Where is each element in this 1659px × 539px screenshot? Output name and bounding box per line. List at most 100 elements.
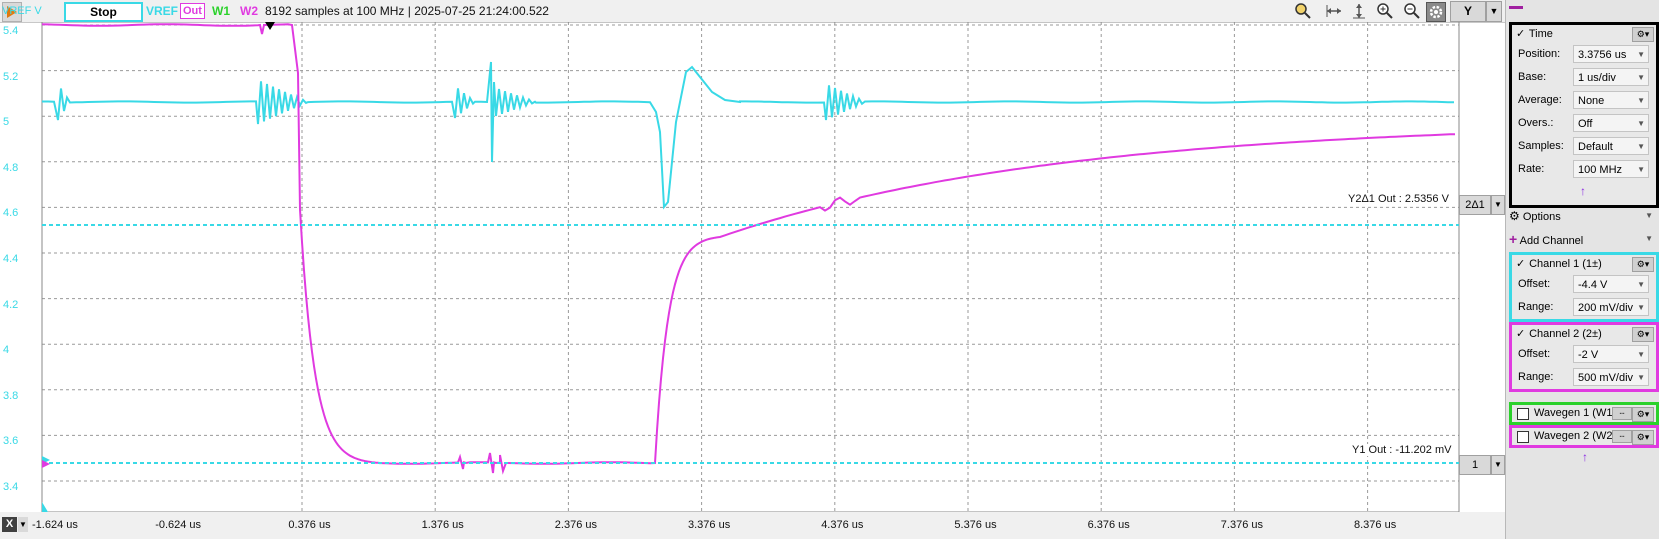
y-axis-button[interactable]: Y bbox=[1450, 1, 1486, 22]
wavegen1-box[interactable]: Wavegen 1 (W1) ┄ ⚙▾ bbox=[1509, 402, 1659, 425]
wavegen2-checkbox[interactable] bbox=[1517, 431, 1529, 443]
wavegen1-tag[interactable]: W1 bbox=[212, 4, 230, 18]
run-button[interactable] bbox=[2, 2, 22, 22]
time-row-value-select[interactable]: 3.3756 us ▼ bbox=[1573, 45, 1649, 63]
time-row: Rate: 100 MHz ▼ bbox=[1512, 158, 1656, 181]
dropdown-arrow-icon[interactable]: ▼ bbox=[1637, 119, 1645, 128]
options-menu[interactable]: ⚙ Options ▼ bbox=[1509, 206, 1659, 226]
zoom-search-icon[interactable] bbox=[1294, 2, 1312, 20]
y-tick-label: 3.8 bbox=[3, 389, 19, 402]
cursor-y2-tag[interactable]: 2Δ1 bbox=[1459, 195, 1491, 215]
channel2-row: Range: 500 mV/div ▼ bbox=[1512, 366, 1656, 389]
channel2-header[interactable]: ✓ Channel 2 (2±) ⚙▾ bbox=[1512, 325, 1656, 343]
time-row-label: Base: bbox=[1518, 71, 1547, 83]
zoom-in-icon[interactable] bbox=[1376, 2, 1394, 20]
time-check-icon[interactable]: ✓ bbox=[1516, 28, 1526, 40]
x-axis-dropdown-arrow[interactable]: ▼ bbox=[18, 517, 28, 532]
options-gear-icon: ⚙ bbox=[1509, 209, 1520, 223]
cursor-y1-dropdown[interactable]: ▼ bbox=[1491, 455, 1505, 475]
channel1-row-value-select[interactable]: 200 mV/div ▼ bbox=[1573, 298, 1649, 316]
channel1-header[interactable]: ✓ Channel 1 (1±) ⚙▾ bbox=[1512, 255, 1656, 273]
channel2-gear-icon[interactable]: ⚙▾ bbox=[1632, 327, 1654, 342]
zoom-out-icon[interactable] bbox=[1403, 2, 1421, 20]
oscilloscope-plot[interactable] bbox=[0, 22, 1505, 512]
wavegen2-gear-icon[interactable]: ⚙▾ bbox=[1632, 430, 1654, 445]
wavegen2-tag[interactable]: W2 bbox=[240, 4, 258, 18]
settings-gear-icon[interactable] bbox=[1426, 2, 1446, 22]
time-row-label: Average: bbox=[1518, 94, 1562, 106]
add-channel-menu[interactable]: + Add Channel ▼ bbox=[1509, 231, 1653, 247]
cursor-y2-dropdown[interactable]: ▼ bbox=[1491, 195, 1505, 215]
wavegen1-checkbox[interactable] bbox=[1517, 408, 1529, 420]
y-tick-label: 3.4 bbox=[3, 481, 19, 493]
wavegen-expand-arrow-icon[interactable]: ↑ bbox=[1582, 450, 1588, 464]
dropdown-arrow-icon[interactable]: ▼ bbox=[1637, 73, 1645, 82]
x-axis-button[interactable]: X bbox=[2, 517, 17, 532]
add-channel-dropdown-icon: ▼ bbox=[1645, 234, 1653, 243]
time-row-label: Samples: bbox=[1518, 140, 1564, 152]
channel2-title: Channel 2 (2±) bbox=[1529, 328, 1602, 340]
time-row-value-text: Default bbox=[1578, 141, 1613, 153]
settings-panel: ✓ Time ⚙▾ Position: 3.3756 us ▼ Base: 1 us/d… bbox=[1505, 0, 1659, 539]
channel1-row: Range: 200 mV/div ▼ bbox=[1512, 296, 1656, 319]
dropdown-arrow-icon[interactable]: ▼ bbox=[1637, 280, 1645, 289]
acquisition-info: 8192 samples at 100 MHz | 2025-07-25 21:… bbox=[265, 4, 549, 18]
channel2-row-value-select[interactable]: 500 mV/div ▼ bbox=[1573, 368, 1649, 386]
zoom-horizontal-icon[interactable] bbox=[1325, 2, 1343, 20]
wavegen2-preview-icon[interactable]: ┄ bbox=[1612, 430, 1632, 443]
channel2-tag[interactable]: Out bbox=[180, 3, 205, 19]
time-row-value-select[interactable]: 100 MHz ▼ bbox=[1573, 160, 1649, 178]
time-row: Base: 1 us/div ▼ bbox=[1512, 66, 1656, 89]
channel1-row-value-select[interactable]: -4.4 V ▼ bbox=[1573, 275, 1649, 293]
dropdown-arrow-icon[interactable]: ▼ bbox=[1637, 350, 1645, 359]
y-tick-label: 4.4 bbox=[3, 253, 19, 265]
time-expand-arrow-icon[interactable]: ↑ bbox=[1580, 184, 1586, 198]
y-axis-dropdown-arrow[interactable]: ▼ bbox=[1486, 1, 1502, 22]
dropdown-arrow-icon[interactable]: ▼ bbox=[1637, 373, 1645, 382]
channel1-row: Offset: -4.4 V ▼ bbox=[1512, 273, 1656, 296]
time-row-label: Position: bbox=[1518, 48, 1561, 60]
wavegen2-label: Wavegen 2 (W2) bbox=[1534, 430, 1617, 442]
dropdown-arrow-icon[interactable]: ▼ bbox=[1637, 303, 1645, 312]
channel1-gear-icon[interactable]: ⚙▾ bbox=[1632, 257, 1654, 272]
time-row: Samples: Default ▼ bbox=[1512, 135, 1656, 158]
channel2-row: Offset: -2 V ▼ bbox=[1512, 343, 1656, 366]
time-row-value-select[interactable]: 1 us/div ▼ bbox=[1573, 68, 1649, 86]
dropdown-arrow-icon[interactable]: ▼ bbox=[1637, 50, 1645, 59]
dropdown-arrow-icon[interactable]: ▼ bbox=[1637, 165, 1645, 174]
channel2-check-icon[interactable]: ✓ bbox=[1516, 328, 1526, 340]
time-header[interactable]: ✓ Time ⚙▾ bbox=[1512, 25, 1656, 43]
channel2-row-value-select[interactable]: -2 V ▼ bbox=[1573, 345, 1649, 363]
time-row: Overs.: Off ▼ bbox=[1512, 112, 1656, 135]
x-tick-label: 3.376 us bbox=[688, 519, 731, 531]
dropdown-arrow-icon[interactable]: ▼ bbox=[1637, 96, 1645, 105]
panel-collapse-bar[interactable] bbox=[1509, 6, 1523, 9]
time-row: Average: None ▼ bbox=[1512, 89, 1656, 112]
wavegen2-box[interactable]: Wavegen 2 (W2) ┄ ⚙▾ bbox=[1509, 425, 1659, 448]
zoom-vertical-icon[interactable] bbox=[1350, 2, 1368, 20]
time-title: Time bbox=[1528, 28, 1553, 40]
wavegen1-gear-icon[interactable]: ⚙▾ bbox=[1632, 407, 1654, 422]
trigger-marker bbox=[265, 22, 275, 30]
time-row-value-text: 3.3756 us bbox=[1578, 49, 1627, 61]
plot-canvas[interactable] bbox=[0, 22, 1505, 512]
time-gear-icon[interactable]: ⚙▾ bbox=[1632, 27, 1654, 42]
time-row-value-text: None bbox=[1578, 95, 1605, 107]
x-tick-label: 4.376 us bbox=[821, 519, 864, 531]
wavegen1-preview-icon[interactable]: ┄ bbox=[1612, 407, 1632, 420]
time-settings-box: ✓ Time ⚙▾ Position: 3.3756 us ▼ Base: 1 us/d… bbox=[1509, 22, 1659, 208]
stop-button[interactable]: Stop bbox=[64, 2, 143, 22]
channel2-row-value-text: 500 mV/div bbox=[1578, 372, 1634, 384]
time-row-value-select[interactable]: None ▼ bbox=[1573, 91, 1649, 109]
channel1-check-icon[interactable]: ✓ bbox=[1516, 258, 1526, 270]
y-tick-label: 4.8 bbox=[3, 161, 19, 174]
dropdown-arrow-icon[interactable]: ▼ bbox=[1637, 142, 1645, 151]
channel2-trace bbox=[41, 23, 1456, 475]
time-row-label: Rate: bbox=[1518, 163, 1545, 175]
cursor-y1-tag[interactable]: 1 bbox=[1459, 455, 1491, 475]
time-row-value-select[interactable]: Off ▼ bbox=[1573, 114, 1649, 132]
time-row-value-text: 1 us/div bbox=[1578, 72, 1616, 84]
time-row-label: Overs.: bbox=[1518, 117, 1554, 129]
channel1-tag[interactable]: VREF bbox=[146, 4, 179, 18]
time-row-value-select[interactable]: Default ▼ bbox=[1573, 137, 1649, 155]
